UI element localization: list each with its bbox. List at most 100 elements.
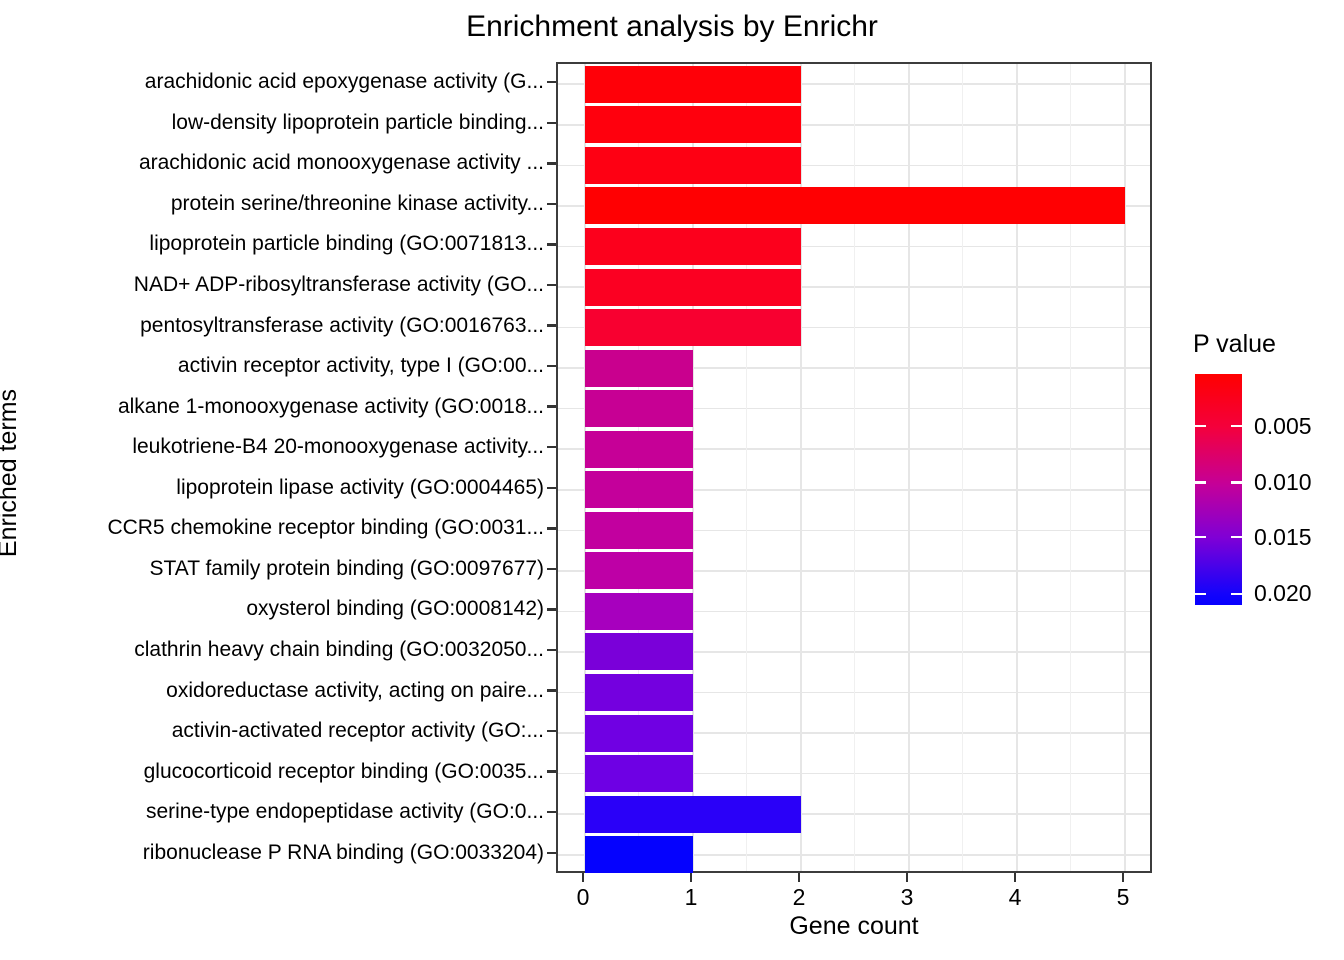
bar (585, 349, 693, 387)
legend-tick-label: 0.005 (1254, 412, 1312, 439)
legend-tick-label: 0.020 (1254, 580, 1312, 607)
y-tick-label: oxysterol binding (GO:0008142) (246, 597, 544, 621)
plot-panel (556, 62, 1152, 874)
legend-tick-mark (1231, 424, 1242, 428)
y-tick-mark (547, 851, 556, 854)
bar (585, 592, 693, 630)
y-tick-label: activin receptor activity, type I (GO:00… (177, 354, 544, 378)
legend-gradient-bar (1195, 374, 1242, 605)
gridline-horizontal (558, 691, 1150, 694)
gridline-minor (962, 64, 964, 871)
y-tick-mark (547, 243, 556, 246)
x-tick-mark (1121, 873, 1125, 882)
gridline-major (1124, 64, 1126, 871)
legend-tick-label: 0.015 (1254, 523, 1312, 550)
bar (585, 106, 801, 144)
legend-tick-label: 0.010 (1254, 469, 1312, 496)
y-tick-label: low-density lipoprotein particle binding… (171, 110, 544, 134)
x-axis-title: Gene count (789, 912, 919, 940)
y-tick-mark (547, 810, 556, 814)
gridline-horizontal (558, 124, 1150, 126)
x-tick-label: 2 (792, 884, 806, 910)
y-tick-mark (547, 162, 556, 165)
gridline-minor (746, 64, 748, 871)
gridline-horizontal (558, 367, 1150, 369)
y-tick-mark (547, 486, 556, 489)
y-tick-label: arachidonic acid monooxygenase activity … (138, 151, 544, 175)
bar (585, 430, 693, 468)
y-tick-mark (547, 689, 556, 692)
gridline-horizontal (558, 286, 1150, 288)
x-tick-mark (797, 873, 801, 882)
bar (585, 227, 801, 265)
y-tick-label: lipoprotein lipase activity (GO:0004465) (176, 475, 544, 499)
gridline-major (1016, 64, 1018, 871)
y-tick-label: clathrin heavy chain binding (GO:0032050… (134, 637, 544, 661)
bar (585, 268, 801, 306)
bar (585, 511, 693, 549)
y-tick-label: pentosyltransferase activity (GO:0016763… (140, 313, 544, 337)
x-tick-label: 5 (1116, 884, 1130, 910)
gridline-horizontal (558, 83, 1150, 86)
gridline-horizontal (558, 245, 1150, 248)
y-tick-mark (547, 364, 556, 368)
y-tick-label: oxidoreductase activity, acting on paire… (166, 678, 544, 702)
gridline-horizontal (558, 651, 1150, 653)
gridline-horizontal (558, 488, 1150, 491)
gridline-major (908, 64, 910, 871)
y-tick-mark (547, 283, 556, 287)
legend-title: P value (1193, 330, 1276, 358)
y-tick-label: lipoprotein particle binding (GO:0071813… (149, 232, 544, 256)
x-tick-mark (1013, 873, 1017, 882)
gridline-horizontal (558, 853, 1150, 856)
legend-tick-mark (1231, 592, 1242, 596)
gridline-horizontal (558, 326, 1150, 329)
bar (585, 674, 693, 712)
y-tick-label: protein serine/threonine kinase activity… (170, 191, 544, 215)
gridline-horizontal (558, 813, 1150, 815)
gridline-horizontal (558, 570, 1150, 572)
legend-tick-mark (1195, 535, 1206, 539)
legend-tick-mark (1195, 424, 1206, 428)
bar (585, 471, 693, 509)
bar (585, 755, 693, 793)
x-tick-mark (689, 873, 693, 882)
gridline-horizontal (558, 610, 1150, 613)
y-tick-mark (547, 608, 556, 611)
legend-tick-mark (1195, 481, 1206, 484)
x-tick-label: 4 (1008, 884, 1022, 910)
bar (585, 309, 801, 347)
gridline-major (800, 64, 802, 871)
bar (585, 795, 801, 833)
gridline-horizontal (558, 164, 1150, 167)
x-tick-label: 3 (900, 884, 914, 910)
bar (585, 633, 693, 671)
bar (585, 146, 801, 184)
y-tick-mark (547, 567, 556, 571)
gridline-horizontal (558, 448, 1150, 451)
x-tick-label: 0 (576, 884, 590, 910)
x-tick-mark (905, 873, 909, 882)
y-tick-mark (547, 770, 556, 773)
bar (585, 714, 693, 752)
gridline-horizontal (558, 772, 1150, 775)
bar (585, 187, 1125, 225)
gridline-minor (1070, 64, 1072, 871)
bar (585, 552, 693, 590)
y-tick-mark (547, 202, 556, 206)
bar (585, 390, 693, 428)
y-tick-label: leukotriene-B4 20-monooxygenase activity… (132, 435, 544, 459)
y-tick-label: ribonuclease P RNA binding (GO:0033204) (142, 840, 544, 864)
gridline-horizontal (558, 529, 1150, 532)
y-tick-label: glucocorticoid receptor binding (GO:0035… (143, 759, 544, 783)
y-tick-mark (547, 446, 556, 449)
y-tick-mark (547, 324, 556, 327)
y-tick-mark (547, 121, 556, 125)
y-tick-label: STAT family protein binding (GO:0097677) (149, 556, 544, 580)
y-tick-label: NAD+ ADP-ribosyltransferase activity (GO… (133, 273, 544, 297)
y-tick-mark (547, 729, 556, 733)
gridline-minor (854, 64, 856, 871)
y-tick-mark (547, 527, 556, 530)
x-tick-label: 1 (684, 884, 698, 910)
